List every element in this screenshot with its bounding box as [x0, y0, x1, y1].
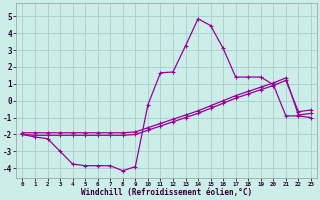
X-axis label: Windchill (Refroidissement éolien,°C): Windchill (Refroidissement éolien,°C) [81, 188, 252, 197]
